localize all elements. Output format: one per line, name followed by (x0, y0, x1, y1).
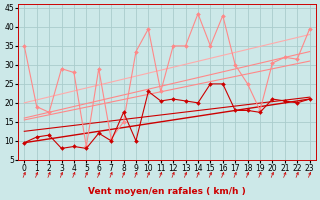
X-axis label: Vent moyen/en rafales ( km/h ): Vent moyen/en rafales ( km/h ) (88, 187, 246, 196)
